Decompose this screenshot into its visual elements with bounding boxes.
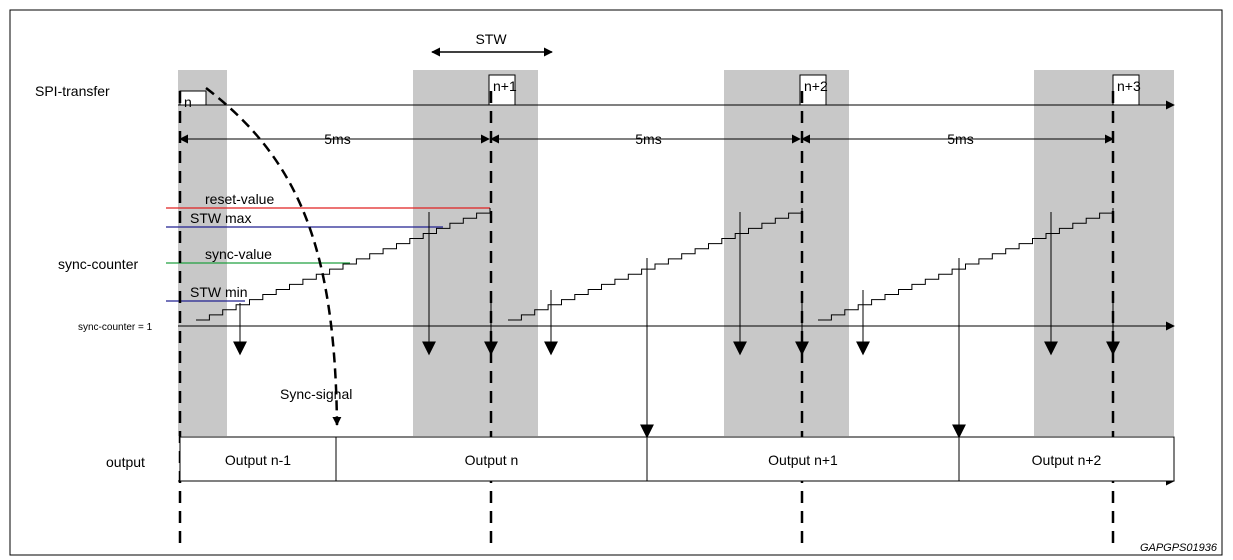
transfer-label: n+2: [804, 78, 828, 94]
interval-arrows: 5ms 5ms 5ms: [179, 131, 1114, 147]
output-segment: [335, 436, 648, 482]
counter-staircase: [818, 208, 1114, 321]
output-segment-label: Output n+1: [768, 452, 838, 468]
transfer-box-rect: [799, 74, 827, 106]
transfer-markers: [178, 91, 1115, 545]
counter-staircases: [196, 208, 1114, 321]
counter-staircase: [508, 208, 803, 321]
stw-max-label: STW max: [190, 210, 251, 226]
sync-value-label: sync-value: [205, 246, 272, 262]
transfer-box: n+3: [1112, 74, 1141, 106]
sync-counter-eq1-label: sync-counter = 1: [78, 322, 153, 333]
stw-label: STW: [475, 31, 507, 47]
transfer-box: n: [179, 90, 207, 110]
reset-value-label: reset-value: [205, 191, 274, 207]
stw-windows: [178, 70, 1174, 436]
event-arrows: [233, 212, 1120, 439]
spi-transfer-label: SPI-transfer: [35, 83, 110, 99]
figure-frame: [9, 9, 1223, 556]
stw-window: [178, 70, 227, 436]
transfer-box: n+2: [799, 74, 828, 106]
interval-label: 5ms: [635, 131, 661, 147]
spi-transfers: n n+1 n+2 n+3: [179, 74, 1141, 110]
output-segments: Output n-1 Output n Output n+1 Output n+2: [179, 436, 1175, 482]
transfer-box-rect: [1112, 74, 1140, 106]
counter-staircase: [196, 208, 491, 321]
sync-counter-label: sync-counter: [58, 256, 138, 272]
output-segment-label: Output n: [465, 452, 519, 468]
stw-window: [724, 70, 849, 436]
stw-window: [1034, 70, 1174, 436]
stw-window: [413, 70, 538, 436]
stw-min-label: STW min: [190, 284, 248, 300]
figure-id: GAPGPS01936: [1140, 542, 1218, 554]
interval-label: 5ms: [947, 131, 973, 147]
transfer-box-rect: [488, 74, 516, 106]
sync-signal-label: Sync-signal: [280, 386, 352, 402]
transfer-label: n: [184, 94, 192, 110]
output-label: output: [106, 454, 145, 470]
output-segment-label: Output n-1: [225, 452, 291, 468]
transfer-box: n+1: [488, 74, 517, 106]
interval-label: 5ms: [324, 131, 350, 147]
transfer-label: n+1: [493, 78, 517, 94]
output-segment-label: Output n+2: [1032, 452, 1102, 468]
transfer-label: n+3: [1117, 78, 1141, 94]
sync-signal-curve: [205, 87, 342, 426]
output-segment: [958, 436, 1175, 482]
